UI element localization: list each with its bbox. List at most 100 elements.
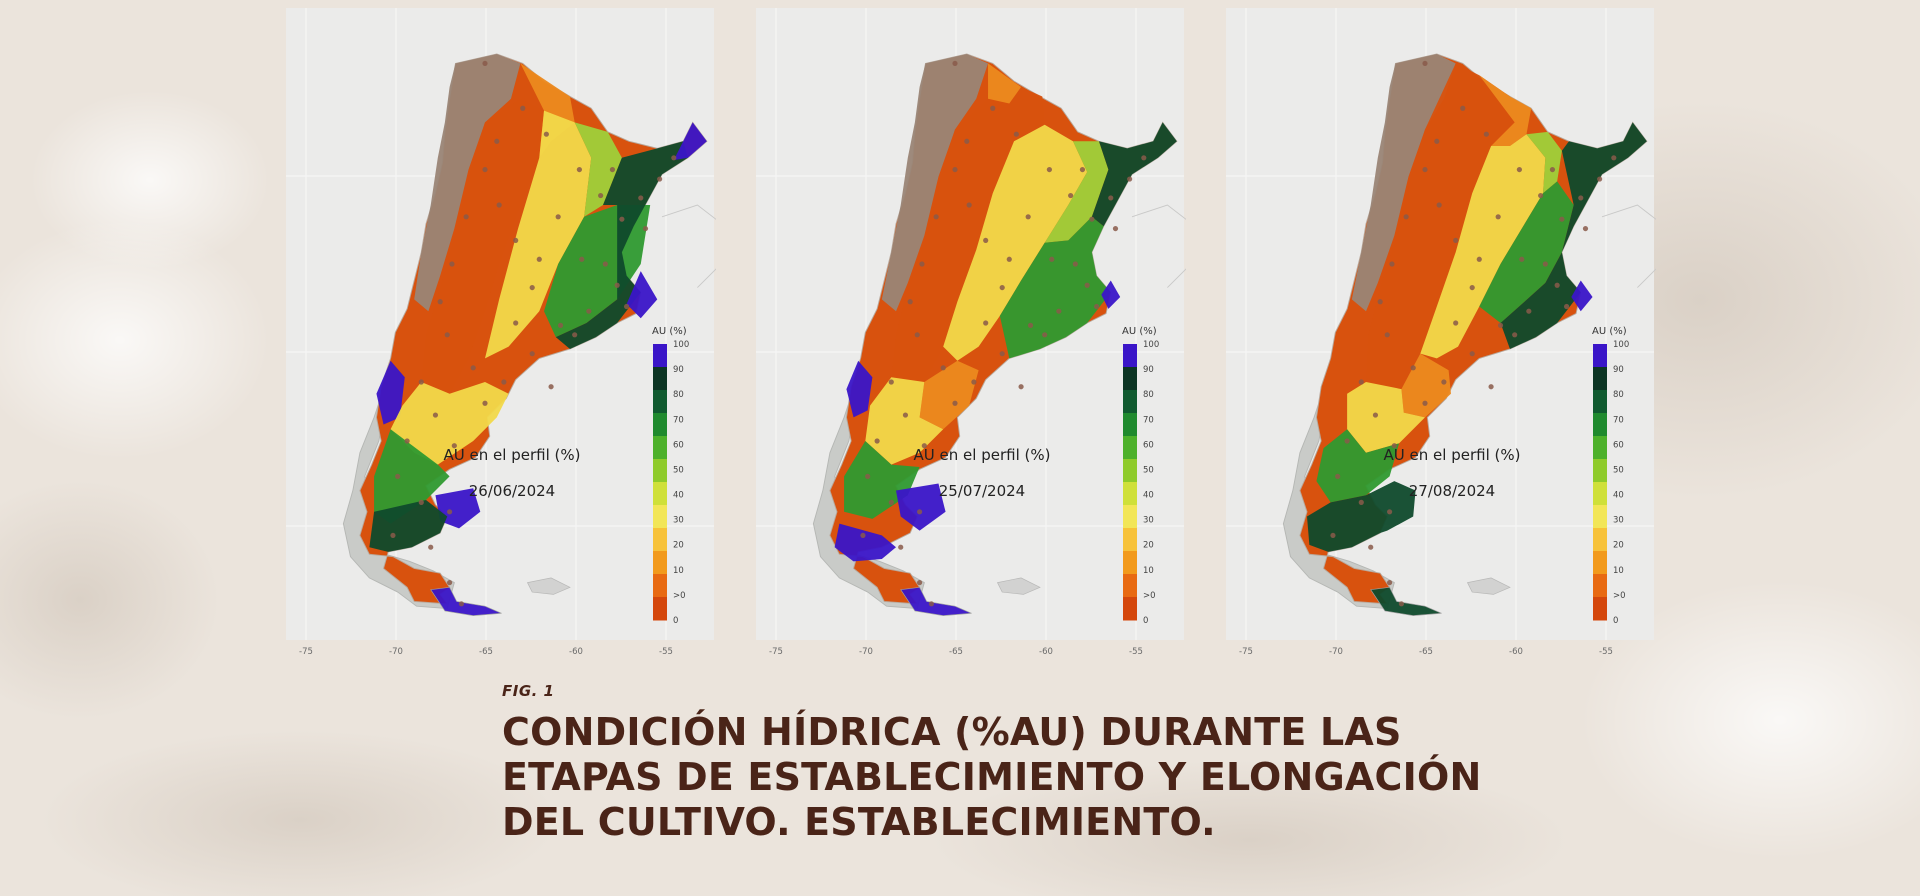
legend-swatch	[1593, 390, 1607, 414]
water-zone-saturated	[896, 483, 946, 531]
station-point	[496, 202, 502, 208]
station-point	[1018, 384, 1024, 390]
legend-tick-label: >0	[1143, 591, 1156, 601]
map-date: 25/07/2024	[939, 482, 1025, 500]
station-point	[447, 580, 453, 586]
water-zone-orange	[1479, 75, 1532, 146]
neighbor-border	[1601, 204, 1656, 288]
station-point	[1358, 379, 1364, 385]
station-point	[921, 443, 927, 449]
legend-swatch	[653, 344, 667, 368]
legend-swatch	[1593, 482, 1607, 506]
station-point	[1403, 214, 1409, 220]
station-point	[548, 384, 554, 390]
station-point	[971, 379, 977, 385]
station-point	[418, 379, 424, 385]
map-date: 26/06/2024	[469, 482, 555, 500]
station-point	[395, 473, 401, 479]
station-point	[966, 202, 972, 208]
water-zone-yellow	[485, 110, 592, 359]
station-point	[1582, 226, 1589, 232]
station-point	[1597, 176, 1603, 182]
malvinas-islands	[996, 577, 1041, 595]
legend-swatch	[1123, 551, 1137, 575]
station-point	[1519, 256, 1525, 262]
legend-tick-label: 50	[673, 465, 684, 475]
station-point	[428, 544, 434, 550]
lon-tick-label: -60	[1039, 647, 1053, 657]
station-point	[609, 167, 616, 173]
station-point	[1422, 167, 1428, 173]
station-point	[1112, 226, 1119, 232]
station-point	[1488, 384, 1494, 390]
station-point	[902, 412, 909, 418]
water-zone-green	[1316, 429, 1400, 503]
station-point	[1049, 256, 1055, 262]
station-point	[482, 167, 488, 173]
legend-tick-label: 80	[1143, 390, 1154, 400]
station-point	[494, 138, 500, 144]
station-point	[520, 105, 526, 111]
station-point	[1387, 580, 1393, 586]
legend-swatch	[1123, 413, 1137, 437]
water-zone-saturated	[1101, 280, 1121, 309]
legend-swatch	[1123, 528, 1137, 552]
legend-swatch	[653, 597, 667, 621]
legend-tick-label: 40	[673, 491, 684, 501]
station-point	[999, 285, 1005, 291]
lon-tick-label: -55	[1599, 647, 1613, 657]
station-point	[576, 167, 582, 173]
legend-swatch	[653, 436, 667, 460]
lon-tick-label: -60	[1509, 647, 1523, 657]
water-zone-mountain	[1351, 53, 1456, 312]
legend-swatch	[1593, 436, 1607, 460]
station-point	[1469, 285, 1475, 291]
water-zone-yellow	[1420, 134, 1546, 359]
map-area	[1282, 53, 1656, 616]
station-point	[1495, 214, 1501, 220]
legend-tick-label: 70	[1613, 415, 1624, 425]
legend-swatch	[1123, 597, 1137, 621]
water-zone-orange	[988, 63, 1022, 104]
legend-tick-label: 30	[1613, 516, 1624, 526]
legend-swatch	[653, 367, 667, 391]
water-zone-dark-green	[1500, 122, 1647, 349]
legend-swatch	[653, 505, 667, 529]
maps-row: AU en el perfil (%) 26/06/2024 AU (%) 100 90…	[284, 8, 1656, 660]
station-point	[543, 131, 549, 137]
water-zone-dark-green	[1091, 122, 1177, 227]
station-point	[451, 443, 457, 449]
station-point	[586, 308, 592, 314]
station-point	[598, 192, 604, 199]
legend-tick-label: 100	[1613, 340, 1629, 350]
legend-swatch	[1123, 390, 1137, 414]
water-zone-saturated	[430, 587, 502, 616]
station-point	[1013, 131, 1019, 137]
map-panel: AU en el perfil (%) 26/06/2024 AU (%) 100 90…	[284, 8, 716, 660]
station-point	[602, 261, 608, 267]
station-point	[1344, 438, 1350, 444]
map-inner-title: AU en el perfil (%)	[1384, 446, 1521, 464]
station-point	[579, 256, 585, 262]
lon-tick-label: -70	[859, 647, 873, 657]
tierra-del-fuego-outline	[430, 586, 502, 616]
station-point	[1141, 155, 1147, 161]
station-point	[470, 365, 476, 371]
station-point	[572, 332, 578, 338]
station-point	[513, 320, 519, 326]
legend-tick-label: 90	[673, 365, 684, 375]
station-point	[1554, 282, 1560, 288]
station-point	[1538, 192, 1544, 199]
legend-tick-label: 80	[673, 390, 684, 400]
station-point	[458, 601, 464, 607]
station-point	[437, 299, 443, 305]
station-point	[865, 473, 871, 479]
map-panel: AU en el perfil (%) 27/08/2024 AU (%) 100 90…	[1224, 8, 1656, 660]
station-point	[432, 412, 439, 418]
station-point	[449, 261, 455, 267]
water-zone-light-green	[1526, 131, 1562, 194]
legend-tick-label: 30	[1143, 516, 1154, 526]
station-point	[874, 438, 880, 444]
legend-tick-label: 90	[1143, 365, 1154, 375]
